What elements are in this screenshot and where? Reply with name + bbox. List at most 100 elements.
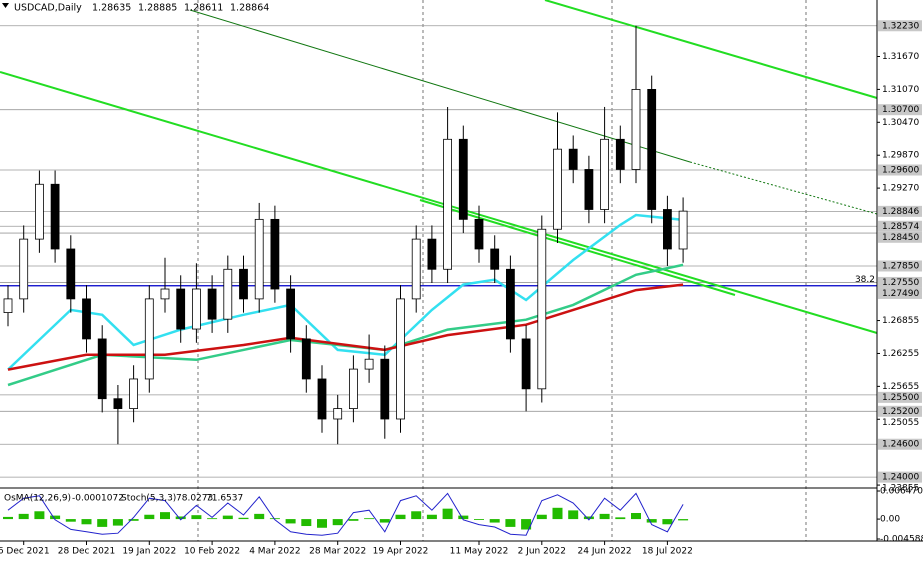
osma-bar [317,519,327,528]
osma-bar [552,507,563,520]
osma-bar [191,515,202,520]
y-tick-label: 1.29270 [882,184,919,194]
candle-body [239,268,248,300]
candle-body [647,88,657,210]
candle-body [474,218,484,250]
price-panel [3,25,688,445]
level-label-box [878,231,922,243]
osma-bar [505,519,516,527]
trend-line [544,0,878,99]
oscillator-value: -0.0001072 [72,494,124,504]
candle-body [663,209,672,250]
candle-body [521,338,531,390]
candle-body [191,288,201,330]
x-tick-label: 24 Jun 2022 [578,547,632,557]
candle-body [333,408,343,420]
osma-bar [364,518,375,520]
osma-bar [269,518,280,520]
level-label: 1.30700 [882,105,919,115]
y-tick-label: 1.23855 [882,484,919,494]
osma-bar [489,519,500,523]
candle-body [427,238,437,270]
oscillator-title: OsMA(12,26,9) [4,494,71,504]
level-label: 1.24000 [882,473,919,483]
osma-bar [3,516,13,520]
candle-body [364,358,374,370]
osma-bar [458,515,469,520]
candle-body [490,248,500,270]
level-label-box [878,104,922,116]
level-label: 1.25500 [882,393,919,403]
fibo-label: 38.2 [855,275,875,285]
level-label: 1.29600 [882,166,919,176]
x-tick-label: 19 Jan 2022 [122,547,176,557]
trend-line [419,199,736,296]
y-tick-label: 1.31070 [882,85,919,95]
osma-bar [411,511,422,520]
x-tick-label: 10 Feb 2022 [184,547,240,557]
candle-body [505,268,515,340]
collapse-icon[interactable] [2,3,9,8]
level-label-box [878,205,922,217]
candle-body [584,169,594,210]
stoch-title: Stoch(5,3,3) [121,494,176,504]
candle-body [411,238,421,300]
axes: 1.32230 1.31670 1.31070 1.30700 1.30470 1.298… [0,20,922,557]
y-tick-label: 1.26855 [882,316,919,326]
osma-bar [238,517,249,520]
y-tick-label: 1.25055 [882,418,919,428]
candle-body [600,138,609,210]
osma-bar [662,519,673,525]
level-label: 1.27490 [882,289,919,299]
osma-bar [144,514,155,520]
y-tick-label: 1.31670 [882,52,919,62]
header-values: 1.28635 1.28885 1.28611 1.28864 [92,3,269,14]
oscillator-panel: 0.006470 0.00 -0.004588 [3,487,923,545]
candle-body [615,138,625,170]
x-tick-label: 18 Jul 2022 [642,547,693,557]
osma-bar [207,518,218,520]
candle-body [396,298,405,420]
stoch-value: 71.6537 [206,494,243,504]
candle-body [380,358,390,420]
candle-body [443,138,453,270]
y-tick-label: 1.30470 [882,118,919,128]
osc-tick-label: -0.004588 [880,535,923,545]
osma-bar [474,519,484,520]
y-tick-label: 1.26255 [882,349,919,359]
osma-bar [97,519,108,527]
candle-body [631,88,641,170]
header-value: 1.28885 [138,3,177,14]
osma-bar [301,519,312,527]
level-label-box [878,260,922,272]
osma-bar [631,513,641,520]
candle-body [270,218,280,290]
osma-bar [379,519,390,523]
osma-bar [568,510,579,520]
osma-bar [128,519,139,521]
candle-body [97,338,107,400]
stoch-value: 78.0273 [176,494,213,504]
level-label-box [878,220,922,232]
symbol-title: USDCAD,Daily [14,3,82,14]
candle-body [286,288,296,340]
osma-bar [285,519,296,524]
osma-bar [426,514,437,520]
osma-bar [348,519,359,521]
candle-body [207,288,217,320]
level-label-box [878,405,922,417]
candle-body [50,183,60,250]
header-value: 1.28864 [230,3,269,14]
candle-body [458,138,468,220]
level-label-box [878,391,922,403]
level-label-box [878,471,922,483]
candle-body [3,298,13,314]
header-value: 1.28611 [184,3,223,14]
candle-body [223,268,233,320]
x-tick-label: 28 Dec 2021 [58,547,116,557]
osma-bar [18,513,29,520]
level-label: 1.28574 [882,222,919,232]
osma-bar [521,519,532,530]
